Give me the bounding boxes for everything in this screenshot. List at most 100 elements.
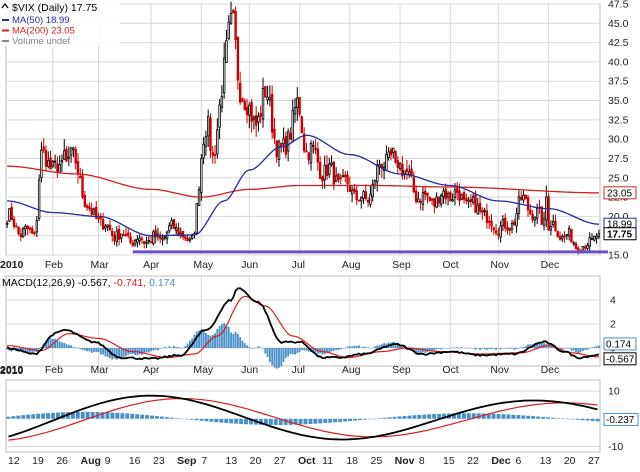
histogram-bar (513, 348, 516, 350)
macd2-signal-line (8, 398, 598, 441)
candle-body (572, 242, 575, 245)
macd-badge: 0.174 (603, 337, 637, 351)
candle-body (286, 131, 290, 152)
candle-body (277, 141, 281, 160)
histogram-bar (497, 348, 500, 349)
histogram-bar (90, 411, 95, 419)
candle-body (325, 164, 329, 176)
badge-label: 18.99 (607, 220, 632, 231)
histogram-bar (577, 348, 580, 353)
histogram-bar (81, 348, 84, 350)
bottom-date-label: 18 (346, 455, 358, 467)
candle-body (273, 128, 276, 139)
histogram-bar (255, 347, 258, 349)
price-month-label: Aug (342, 259, 361, 271)
candle-body (138, 237, 141, 242)
histogram-bar (407, 415, 412, 419)
histogram-bar (173, 345, 175, 348)
candle-body (37, 179, 41, 219)
candle-body (446, 193, 450, 198)
candle-body (376, 164, 379, 183)
macd-line (6, 287, 600, 361)
candle-body (42, 146, 45, 151)
candle-body (90, 208, 93, 215)
candle-body (19, 233, 23, 238)
histogram-bar (252, 348, 255, 349)
candle-body (106, 224, 109, 227)
histogram-bar (284, 348, 287, 358)
histogram-bar (125, 348, 127, 357)
histogram-bar (444, 348, 447, 349)
histogram-bar (470, 348, 472, 349)
candle-body (503, 217, 507, 229)
candle-body (392, 147, 395, 153)
candles-group (5, 1, 601, 255)
candle-body (291, 109, 294, 143)
histogram-bar (211, 334, 214, 348)
histogram-bar (248, 347, 251, 348)
histogram-bar (563, 348, 566, 349)
price-month-label: Nov (490, 259, 509, 271)
macd2-badge: -0.237 (603, 412, 639, 426)
histogram-bar (110, 412, 115, 419)
candle-body (40, 149, 43, 179)
histogram-bar (460, 347, 463, 348)
histogram-bar (360, 347, 363, 348)
histogram-bar (466, 413, 471, 419)
candle-body (197, 189, 201, 207)
candle-body (339, 176, 342, 179)
histogram-bar (465, 348, 468, 349)
candle-body (515, 213, 518, 227)
histogram-bar (588, 348, 591, 349)
price-month-label: Oct (442, 259, 458, 271)
histogram-bar (140, 414, 145, 419)
price-badge: 17.75 (603, 227, 637, 241)
histogram-bar (246, 345, 248, 348)
candle-body (314, 147, 317, 151)
histogram-bar (392, 416, 397, 419)
histogram-bar (427, 414, 432, 419)
histogram-bar (294, 348, 296, 355)
histogram-bar (177, 347, 180, 348)
histogram-bar (516, 415, 521, 419)
histogram-bar (236, 333, 239, 348)
candle-body (396, 160, 400, 168)
histogram-bar (552, 346, 555, 348)
price-ytick-label: 32.5 (608, 114, 629, 126)
histogram-bar (486, 413, 491, 419)
histogram-bar (74, 347, 77, 348)
up-down-icon (1, 3, 9, 9)
candle-body (517, 196, 521, 214)
candle-body (95, 206, 98, 219)
candle-body (15, 225, 18, 228)
candle-body (33, 232, 36, 235)
badge-label: -0.237 (606, 415, 635, 426)
histogram-bar (65, 344, 68, 348)
histogram-bar (41, 413, 46, 419)
histogram-bar (95, 348, 98, 353)
candle-body (535, 207, 539, 219)
histogram-bar (244, 418, 249, 425)
histogram-bar (106, 348, 109, 358)
candle-body (60, 160, 64, 163)
histogram-bar (305, 348, 308, 351)
candle-body (209, 117, 212, 152)
candle-body (136, 238, 139, 243)
histogram-bar (419, 348, 422, 353)
candle-body (334, 175, 338, 182)
histogram-bar (40, 347, 43, 348)
candle-body (465, 198, 468, 202)
histogram-bar (412, 415, 417, 419)
candle-body (161, 237, 164, 241)
histogram-bar (24, 348, 27, 352)
histogram-bar (179, 348, 182, 349)
bottom-date-label: 26 (56, 455, 68, 467)
histogram-bar (579, 348, 582, 353)
histogram-bar (369, 348, 372, 349)
histogram-bar (194, 418, 199, 421)
histogram-bar (289, 348, 292, 355)
histogram-bar (312, 348, 315, 353)
histogram-bar (36, 413, 41, 419)
histogram-bar (496, 413, 501, 419)
